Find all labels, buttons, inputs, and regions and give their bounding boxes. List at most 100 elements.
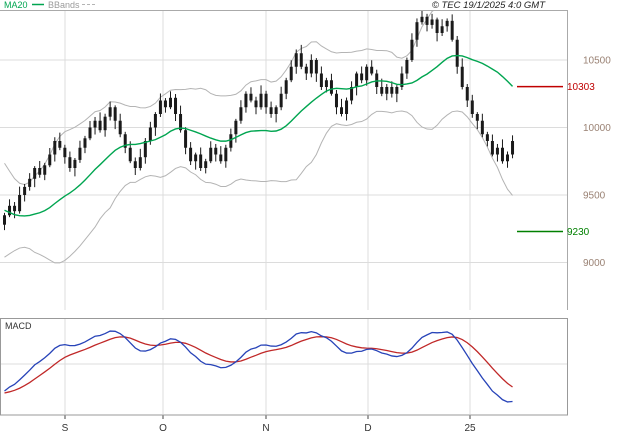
candle: [3, 212, 6, 231]
candle: [234, 118, 238, 143]
candle: [304, 63, 308, 80]
candle: [259, 85, 263, 110]
candle: [254, 96, 258, 115]
candle: [385, 84, 389, 101]
candle: [163, 98, 167, 113]
candle: [314, 58, 318, 82]
candle: [355, 71, 359, 96]
candle: [133, 157, 137, 176]
candle: [375, 69, 379, 95]
candle: [294, 49, 298, 74]
candle: [78, 140, 82, 163]
candle: [168, 91, 172, 110]
candle: [480, 113, 484, 138]
candle: [405, 57, 409, 79]
macd-panel-border: [0, 318, 568, 416]
candle: [184, 127, 188, 155]
candle: [63, 144, 67, 164]
ma20-line-group: [4, 54, 514, 217]
candle: [23, 183, 27, 202]
candle: [360, 66, 364, 84]
candle: [38, 160, 42, 178]
bbands-label: BBands: [48, 0, 80, 10]
candle: [138, 148, 142, 171]
candle: [425, 13, 429, 32]
price-axis-label-10000: 10000: [583, 123, 611, 134]
candle: [365, 64, 369, 86]
month-label-jan25: 25: [464, 423, 476, 434]
candle: [495, 143, 499, 162]
resistance-label: 10303: [567, 82, 595, 93]
candle: [13, 202, 17, 219]
candle: [118, 113, 122, 138]
candle: [58, 132, 62, 151]
candle: [199, 147, 203, 171]
copyright-text: © TEC 19/1/2025 4:0 GMT: [432, 0, 546, 11]
price-axis-label-10500: 10500: [583, 56, 611, 67]
candle: [455, 35, 459, 74]
candle: [511, 135, 515, 159]
candle: [440, 19, 444, 36]
candle: [83, 135, 87, 154]
candle: [189, 142, 193, 166]
candle: [506, 151, 509, 168]
candle: [390, 81, 394, 98]
candle: [500, 139, 504, 164]
candle: [410, 33, 414, 62]
candle: [113, 105, 117, 130]
candle: [194, 152, 198, 170]
candle: [108, 101, 112, 121]
candle: [239, 100, 243, 124]
ma20-label: MA20: [4, 0, 28, 10]
candle: [465, 84, 469, 107]
candle: [284, 77, 288, 100]
price-axis-label-9000: 9000: [583, 258, 606, 269]
candle: [103, 113, 107, 137]
candle: [204, 158, 208, 174]
candle: [43, 162, 47, 181]
candle: [98, 112, 102, 133]
candle: [340, 98, 344, 117]
candle: [269, 101, 273, 118]
candle: [345, 97, 349, 121]
candle: [274, 105, 278, 123]
candle: [415, 18, 419, 47]
ma20-line: [4, 54, 514, 217]
candle: [324, 77, 328, 93]
support-label: 9230: [567, 227, 590, 238]
candle: [249, 87, 253, 103]
candle: [158, 93, 162, 117]
macd-label: MACD: [5, 321, 32, 331]
candle: [420, 10, 424, 25]
candle: [460, 58, 464, 90]
candle: [490, 134, 494, 157]
candle: [289, 60, 293, 83]
candle: [209, 141, 213, 164]
macd-lines-group: [1, 330, 567, 403]
month-ticks-group: [64, 415, 471, 419]
macd-line: [4, 330, 513, 403]
candle: [224, 144, 228, 168]
candle: [319, 66, 323, 90]
candle: [244, 91, 248, 113]
candlesticks-group: [3, 10, 515, 231]
candle: [470, 94, 474, 118]
candle: [8, 199, 12, 218]
candle: [350, 81, 354, 105]
candle: [309, 54, 313, 78]
candle: [445, 18, 449, 32]
price-axis-label-9500: 9500: [583, 191, 606, 202]
candle: [329, 73, 333, 96]
bollinger-bands-group: [4, 10, 513, 264]
candle: [53, 137, 57, 162]
candle: [153, 112, 157, 136]
candle: [299, 44, 303, 70]
candle: [370, 60, 374, 76]
candle: [214, 143, 218, 162]
candle: [73, 158, 77, 177]
candle: [395, 85, 399, 103]
candle: [264, 90, 268, 114]
month-label-oct: O: [159, 423, 167, 434]
